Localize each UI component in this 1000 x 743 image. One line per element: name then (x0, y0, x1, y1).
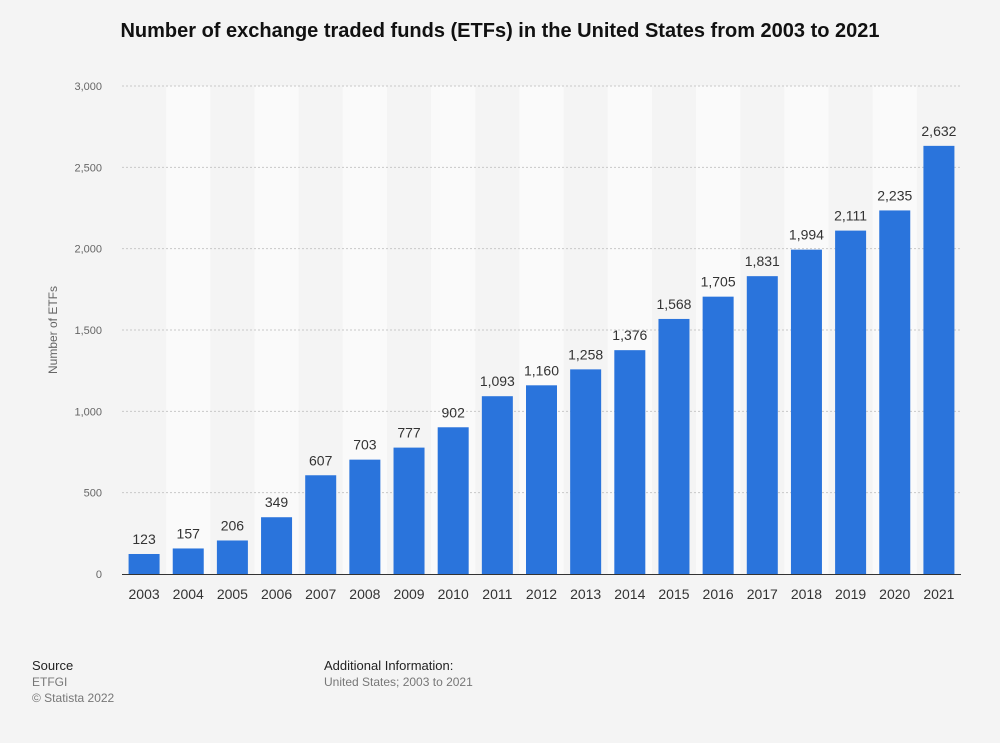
x-tick-label: 2015 (658, 586, 689, 602)
copyright-text: © Statista 2022 (32, 691, 115, 705)
bar[interactable] (216, 540, 248, 574)
x-axis-ticks: 2003 2004 2005 2006 2007 2008 2009 2010 2011 2012… (129, 586, 955, 602)
bar-value-label: 2,111 (834, 208, 867, 224)
bar[interactable] (526, 385, 557, 574)
x-tick-label: 2021 (923, 586, 954, 602)
x-tick-label: 2020 (879, 586, 910, 602)
bar-value-label: 1,831 (745, 253, 780, 269)
bar-value-label: 777 (397, 425, 421, 441)
bar-value-label: 1,376 (612, 327, 647, 343)
x-tick-label: 2017 (747, 586, 778, 602)
bar-value-label: 902 (442, 404, 466, 420)
additional-info-block: Additional Information: United States; 2… (324, 658, 473, 690)
bar[interactable] (349, 459, 381, 574)
source-block: Source ETFGI © Statista 2022 (32, 658, 114, 706)
bar[interactable] (790, 249, 822, 574)
bar-value-label: 157 (177, 525, 201, 541)
bar-value-label: 123 (132, 531, 156, 547)
bar[interactable] (261, 517, 293, 574)
y-axis-ticks: 0 500 1,000 1,500 2,000 2,500 3,000 (74, 81, 102, 581)
bar-value-label: 703 (353, 437, 377, 453)
x-tick-label: 2006 (261, 586, 292, 602)
y-tick-label: 1,500 (74, 325, 102, 337)
x-tick-label: 2005 (217, 586, 248, 602)
bar[interactable] (570, 369, 602, 574)
x-tick-label: 2011 (482, 586, 512, 602)
bar-value-label: 349 (265, 494, 289, 510)
x-tick-label: 2008 (349, 586, 380, 602)
bar-value-label: 1,093 (480, 373, 515, 389)
bar[interactable] (128, 553, 160, 574)
y-tick-label: 1,000 (74, 406, 102, 418)
source-name[interactable]: ETFGI (32, 675, 68, 689)
x-tick-label: 2009 (393, 586, 424, 602)
bar[interactable] (746, 276, 778, 574)
x-tick-label: 2013 (570, 586, 601, 602)
bar[interactable] (393, 447, 425, 574)
y-tick-label: 2,500 (74, 162, 102, 174)
x-tick-label: 2016 (703, 586, 734, 602)
bar[interactable] (614, 350, 646, 574)
bar-value-label: 206 (221, 517, 245, 533)
x-tick-label: 2014 (614, 586, 645, 602)
bar[interactable] (835, 230, 867, 575)
bar-value-label: 1,160 (524, 362, 559, 378)
x-tick-label: 2007 (305, 586, 336, 602)
bar[interactable] (658, 318, 690, 574)
x-tick-label: 2019 (835, 586, 866, 602)
bar-value-label: 1,258 (568, 346, 603, 362)
x-tick-label: 2018 (791, 586, 822, 602)
bar-chart: 0 500 1,000 1,500 2,000 2,500 3,000 Number of … (46, 81, 961, 602)
bar[interactable] (172, 548, 204, 574)
bar-value-label: 1,705 (701, 274, 736, 290)
y-axis-label: Number of ETFs (46, 286, 60, 374)
chart-title: Number of exchange traded funds (ETFs) i… (120, 20, 880, 42)
source-heading: Source (32, 658, 74, 673)
y-tick-label: 3,000 (74, 81, 102, 93)
bar[interactable] (305, 475, 337, 574)
x-tick-label: 2003 (129, 586, 160, 602)
bar[interactable] (879, 210, 911, 574)
bar-value-label: 607 (309, 452, 333, 468)
x-tick-label: 2012 (526, 586, 557, 602)
bar-value-label: 1,994 (789, 227, 824, 243)
bar[interactable] (437, 427, 469, 574)
y-tick-label: 500 (84, 488, 102, 500)
bar[interactable] (923, 145, 955, 574)
bar[interactable] (702, 296, 734, 574)
additional-info-heading: Additional Information: (324, 658, 454, 673)
bar-value-label: 1,568 (656, 296, 691, 312)
value-labels: 123 157 206 349 607 703 777 902 1,093 1,160 1,258 1… (132, 123, 956, 547)
bar[interactable] (481, 396, 513, 574)
bar-value-label: 2,632 (921, 123, 956, 139)
bar-value-label: 2,235 (877, 187, 912, 203)
y-tick-label: 2,000 (74, 244, 102, 256)
bars (128, 145, 955, 575)
x-tick-label: 2004 (173, 586, 204, 602)
x-tick-label: 2010 (438, 586, 469, 602)
y-tick-label: 0 (96, 569, 102, 581)
additional-info-text: United States; 2003 to 2021 (324, 675, 473, 689)
